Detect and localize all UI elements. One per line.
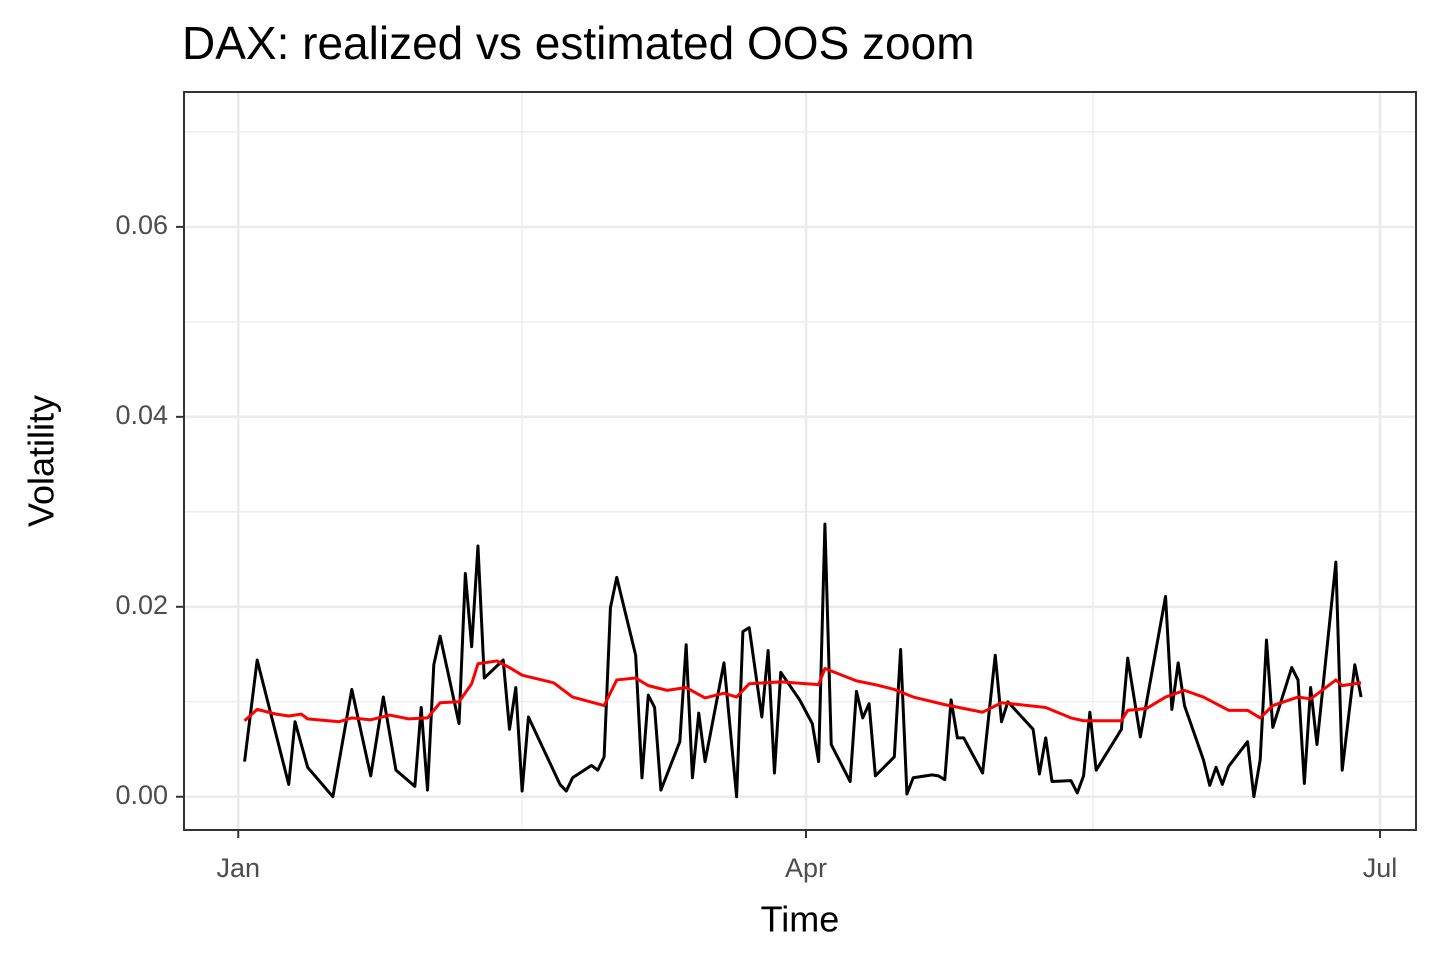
- y-tick-label: 0.04: [115, 400, 168, 430]
- data-line: [243, 522, 1363, 799]
- x-tick-label: Apr: [785, 853, 827, 883]
- y-tick-label: 0.02: [115, 590, 168, 620]
- x-axis-title: Time: [761, 899, 840, 940]
- y-tick-label: 0.06: [115, 210, 168, 240]
- plot-border: [183, 91, 1417, 831]
- chart-title: DAX: realized vs estimated OOS zoom: [182, 17, 975, 69]
- x-tick-label: Jul: [1363, 853, 1398, 883]
- data-line: [243, 659, 1362, 724]
- x-tick-label: Jan: [216, 853, 260, 883]
- y-axis-title: Volatility: [21, 395, 62, 527]
- y-tick-label: 0.00: [115, 780, 168, 810]
